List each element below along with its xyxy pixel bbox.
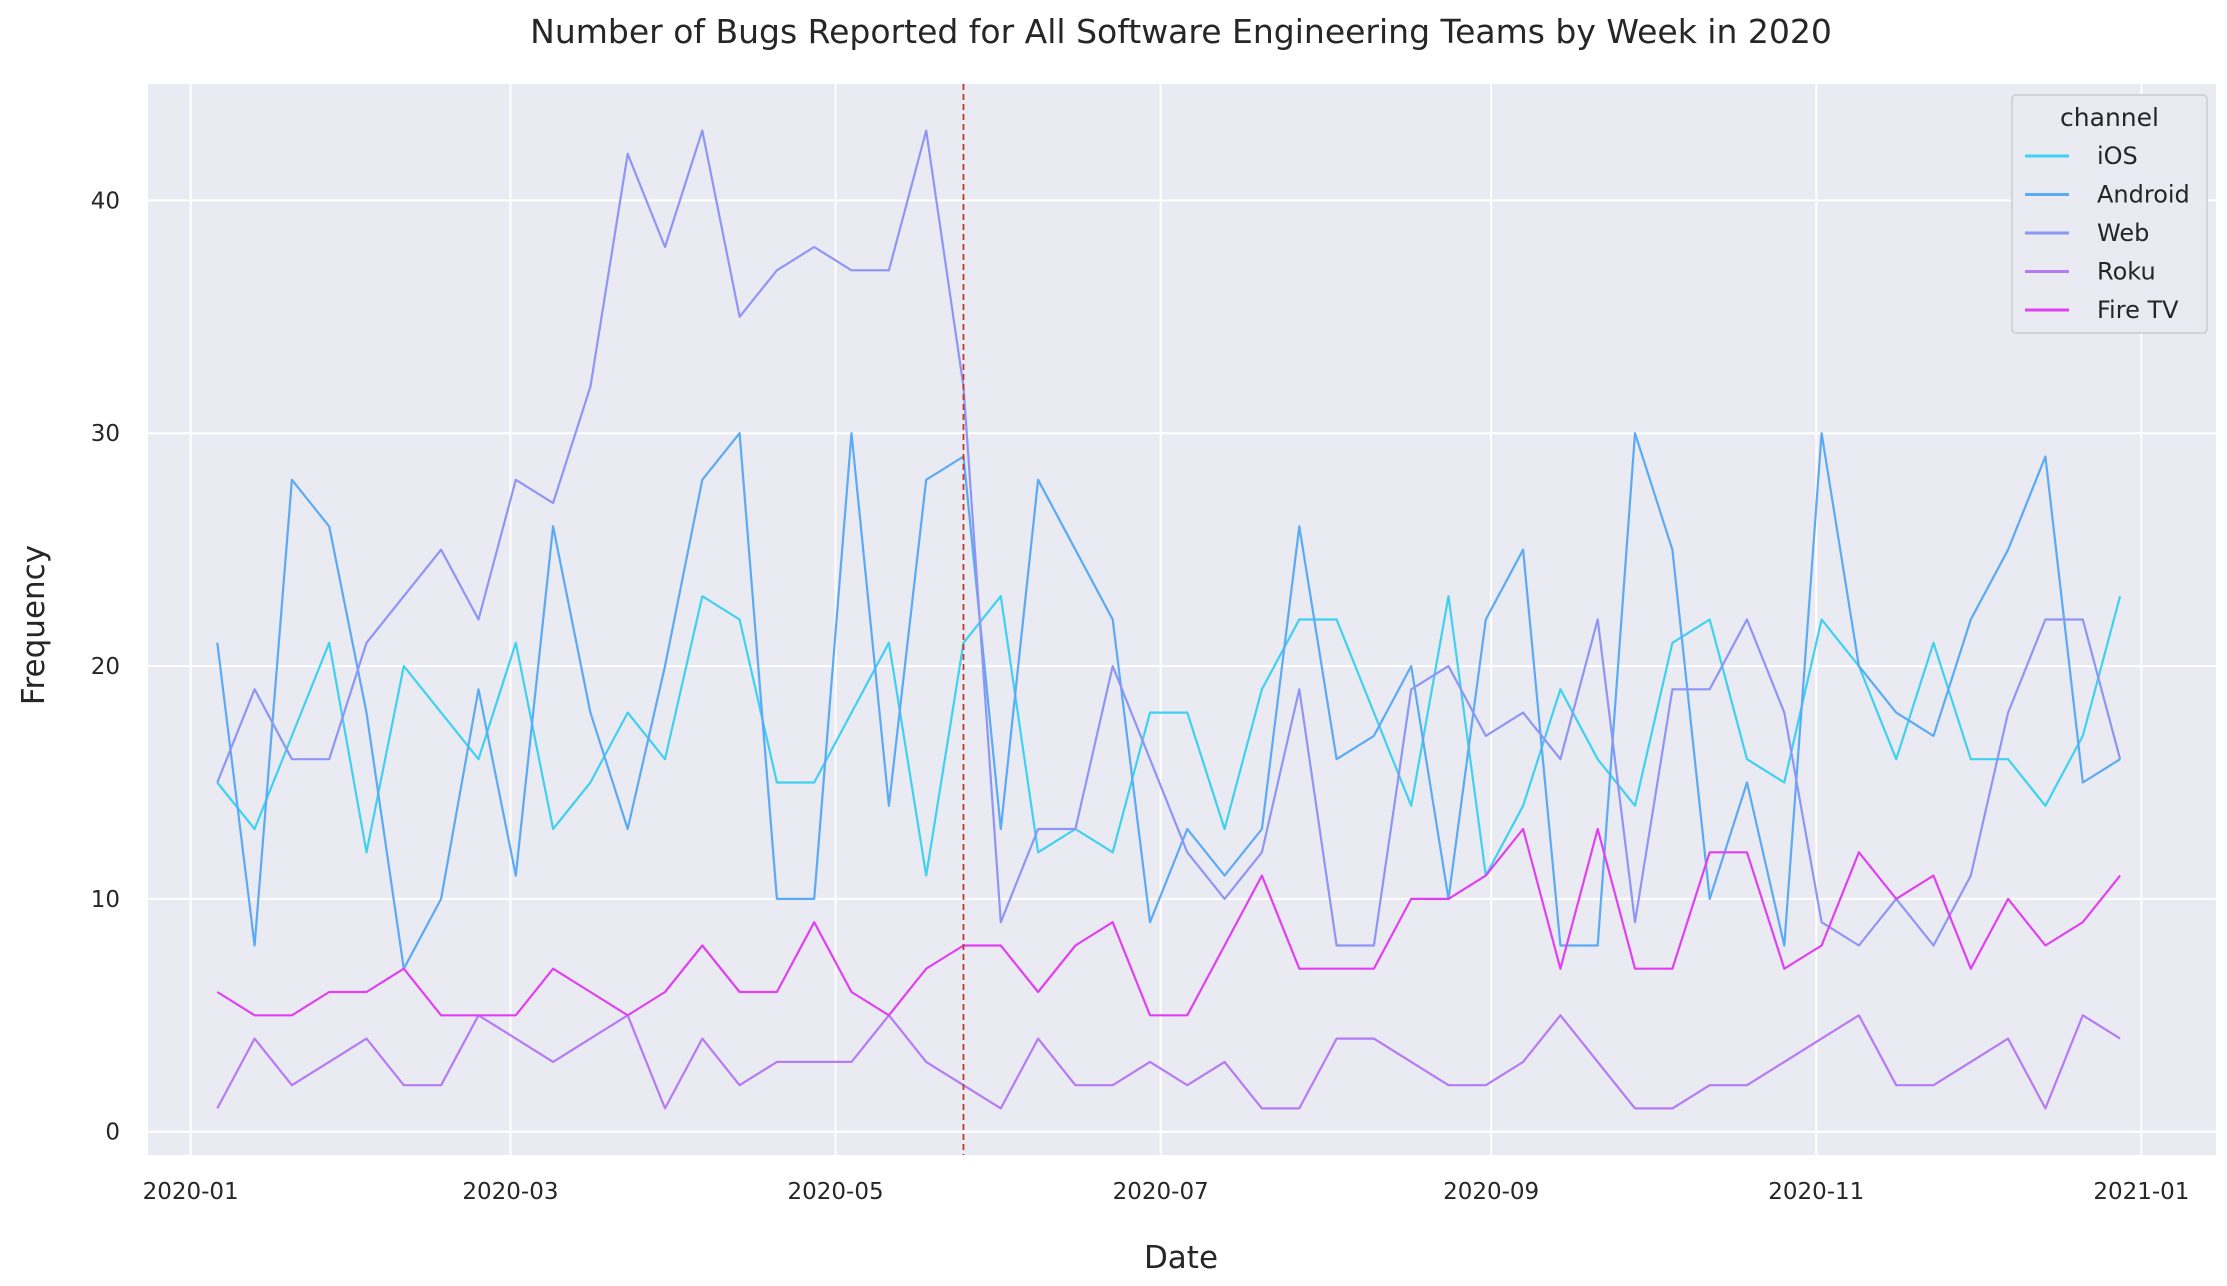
x-tick-label: 2020-05 — [788, 1179, 884, 1205]
x-tick-label: 2020-03 — [462, 1179, 558, 1205]
y-tick-label: 10 — [91, 887, 120, 913]
legend-label-android: Android — [2097, 181, 2190, 209]
y-tick-label: 0 — [105, 1120, 120, 1146]
y-axis-ticks: 0 10 20 30 40 — [91, 188, 120, 1145]
legend-label-roku: Roku — [2097, 258, 2156, 286]
series-line-fire-tv — [216, 827, 2121, 1017]
legend-label-web: Web — [2097, 219, 2149, 247]
x-tick-label: 2020-09 — [1443, 1179, 1539, 1205]
series-line-web — [216, 129, 2122, 947]
x-axis-ticks: 2020-01 2020-03 2020-05 2020-07 2020-09 2020-… — [143, 1179, 2190, 1205]
y-tick-label: 20 — [91, 654, 120, 680]
legend-title: channel — [2060, 103, 2159, 132]
legend-label-ios: iOS — [2097, 142, 2138, 170]
series-line-android — [216, 432, 2121, 970]
x-tick-label: 2020-01 — [143, 1179, 239, 1205]
grid — [148, 84, 2216, 1155]
y-tick-label: 40 — [91, 188, 120, 214]
x-tick-label: 2020-07 — [1113, 1179, 1209, 1205]
chart-title: Number of Bugs Reported for All Software… — [530, 12, 1832, 51]
x-tick-label: 2021-01 — [2093, 1179, 2189, 1205]
y-tick-label: 30 — [91, 421, 120, 447]
y-axis-label: Frequency — [16, 545, 52, 705]
plot-area — [148, 84, 2216, 1155]
legend: channel iOS Android Web Roku Fire TV — [2011, 94, 2208, 334]
series-line-roku — [216, 1014, 2121, 1110]
x-axis-label: Date — [1144, 1240, 1218, 1276]
legend-label-fire-tv: Fire TV — [2097, 296, 2179, 324]
x-tick-label: 2020-11 — [1768, 1179, 1864, 1205]
series-layer — [216, 129, 2122, 1110]
